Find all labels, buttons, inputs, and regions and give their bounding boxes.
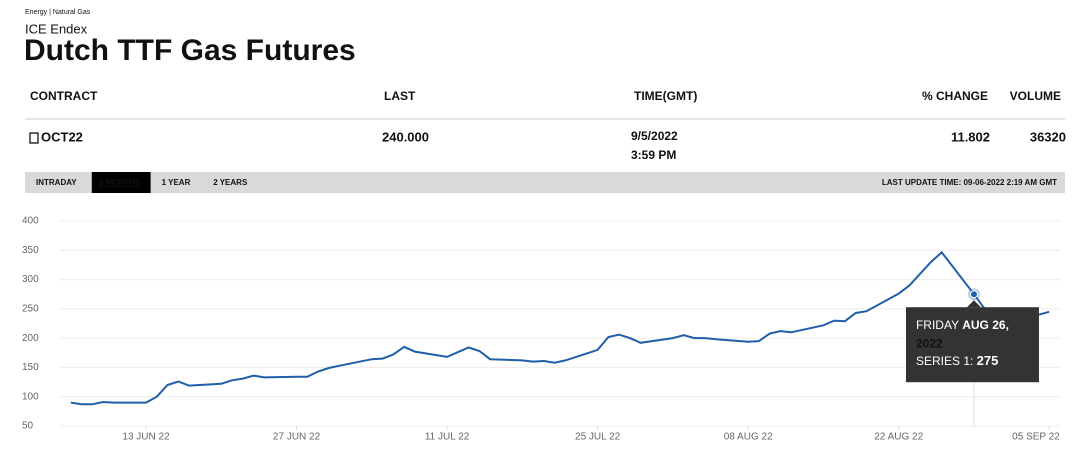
col-header: TIME(GMT) — [634, 89, 697, 103]
tab-selected-bg — [91, 172, 151, 193]
x-tick-label: 25 JUL 22 — [575, 432, 621, 443]
tooltip-date: FRIDAY AUG 26, — [916, 318, 1009, 332]
volume: 36320 — [1030, 129, 1066, 144]
date: 9/5/2022 — [631, 129, 678, 143]
last: 240.000 — [382, 129, 429, 144]
tabs: INTRADAY 3 MONTHS 1 YEAR 2 YEARS — [36, 172, 248, 193]
exchange: ICE Endex — [25, 21, 88, 36]
col-header: CONTRACT — [30, 89, 98, 103]
change: 11.802 — [951, 129, 990, 144]
page-title: Dutch TTF Gas Futures — [24, 34, 356, 67]
crumb[interactable]: Natural Gas — [53, 9, 91, 16]
contract[interactable]: OCT22 — [41, 129, 83, 144]
series-line — [70, 250, 1050, 406]
contract-icon — [29, 132, 39, 144]
tab[interactable]: 3 MONTHS — [99, 178, 141, 187]
crumb-sep: | — [49, 9, 51, 16]
tooltip-date: AUG 26, — [962, 318, 1009, 332]
tooltip-pointer — [966, 300, 981, 308]
y-tick-label: 250 — [22, 303, 39, 314]
col-header: LAST — [384, 89, 416, 103]
y-tick-label: 400 — [22, 216, 39, 227]
y-tick-label: 350 — [22, 245, 39, 256]
hover-point-core — [969, 290, 978, 299]
y-tick-label: 300 — [22, 274, 39, 285]
y-tick-label: 100 — [22, 391, 39, 402]
tooltip-series: SERIES 1: 275 — [916, 354, 998, 369]
col-header: VOLUME — [1010, 89, 1061, 103]
x-tick-label: 05 SEP 22 — [1012, 432, 1060, 443]
x-tick-label: 08 AUG 22 — [724, 432, 773, 443]
tab-bar — [25, 172, 1065, 193]
last-update: LAST UPDATE TIME: 09-06-2022 2:19 AM GMT — [882, 178, 1057, 187]
tooltip-year: 2022 — [916, 336, 943, 350]
y-tick-label: 50 — [22, 421, 34, 432]
y-tick-label: 200 — [22, 333, 39, 344]
chart: 50 100 150 200 250 300 350 400 13 JUN 22 27 JUN 2… — [22, 216, 1060, 443]
col-header: % CHANGE — [922, 89, 988, 103]
tooltip-value: 275 — [977, 354, 999, 369]
breadcrumb: Energy | Natural Gas — [25, 9, 91, 16]
tooltip-day: FRIDAY — [916, 318, 959, 332]
x-tick-label: 22 AUG 22 — [874, 432, 923, 443]
crumb[interactable]: Energy — [25, 9, 48, 16]
time: 3:59 PM — [631, 148, 676, 162]
x-tick-label: 27 JUN 22 — [273, 432, 321, 443]
x-tick-label: 11 JUL 22 — [425, 432, 470, 443]
tab[interactable]: INTRADAY — [36, 178, 77, 187]
y-tick-label: 150 — [22, 362, 39, 373]
x-tick-label: 13 JUN 22 — [122, 432, 170, 443]
tab[interactable]: 1 YEAR — [162, 178, 191, 187]
tab[interactable]: 2 YEARS — [213, 178, 248, 187]
tooltip-label: SERIES 1: — [916, 354, 973, 368]
tooltip — [905, 307, 1039, 383]
